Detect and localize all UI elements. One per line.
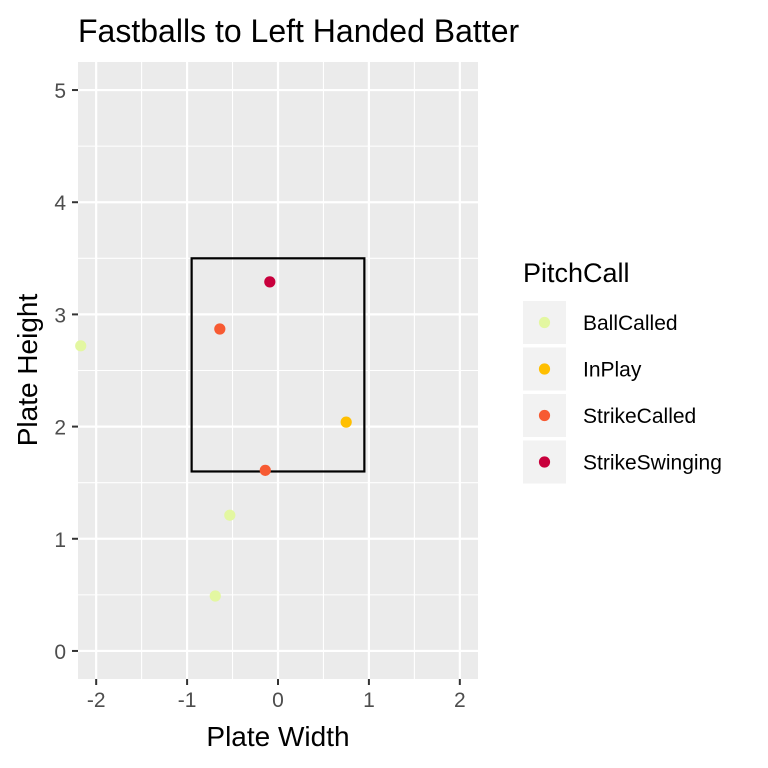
y-axis-title: Plate Height [12,294,43,447]
x-tick-label: 0 [272,689,284,712]
data-points [75,276,352,602]
legend-key-dot [538,456,551,468]
point-ballcalled [75,340,87,352]
x-tick-label: 1 [363,689,375,712]
legend-label: BallCalled [583,312,678,335]
x-axis-title: Plate Width [206,721,349,752]
y-tick-label: 3 [54,304,66,327]
y-axis-ticks: 0 1 2 3 4 5 [54,80,78,664]
legend-label: InPlay [583,359,642,382]
y-tick-label: 5 [54,80,66,103]
x-tick-label: -2 [87,689,106,712]
point-strikeswinging [264,276,276,288]
x-tick-label: -1 [178,689,197,712]
legend-key-dot [538,363,551,375]
y-tick-label: 4 [54,192,66,215]
chart-title: Fastballs to Left Handed Batter [78,13,519,49]
strike-zone-box [190,257,366,473]
y-tick-label: 2 [54,417,66,440]
legend: PitchCall BallCalled InPlay StrikeCalled St… [523,258,722,484]
minor-gridlines [78,62,478,679]
legend-label: StrikeSwinging [583,452,722,475]
legend-key-dot [538,316,551,329]
x-tick-label: 2 [454,689,466,712]
major-gridlines [78,62,478,679]
legend-entries: BallCalled InPlay StrikeCalled StrikeSwingi… [523,301,722,484]
point-ballcalled [209,590,221,602]
y-tick-label: 0 [54,641,66,664]
point-strikecalled [259,464,271,476]
y-tick-label: 1 [54,529,66,552]
legend-label: StrikeCalled [583,405,696,428]
point-ballcalled [224,509,236,521]
point-strikecalled [214,323,226,335]
legend-key-dot [538,409,551,422]
legend-title: PitchCall [523,258,630,288]
x-axis-ticks: -2 -1 0 1 2 [87,679,466,712]
point-inplay [340,416,352,428]
